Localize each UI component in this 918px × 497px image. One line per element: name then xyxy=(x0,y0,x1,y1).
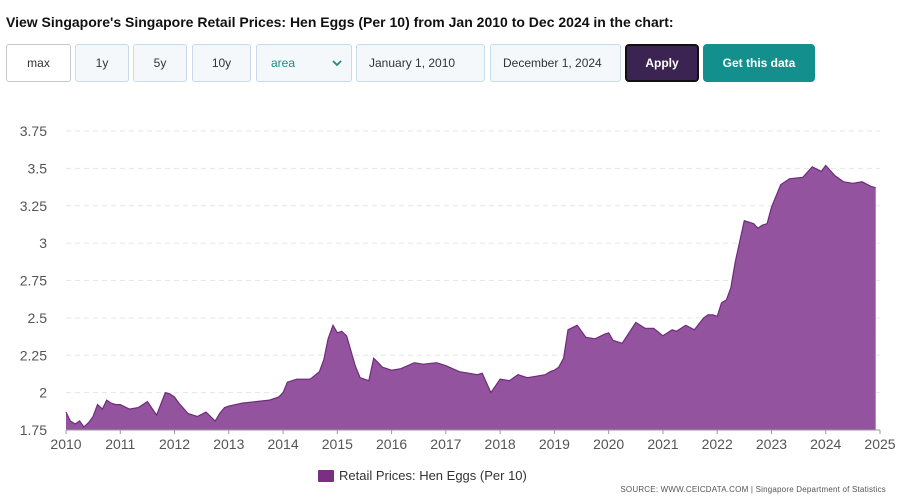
x-tick-label: 2019 xyxy=(539,436,570,452)
x-tick-label: 2010 xyxy=(50,436,81,452)
chart-type-select[interactable]: area xyxy=(256,44,352,82)
apply-button[interactable]: Apply xyxy=(625,44,699,82)
series-area-fill xyxy=(66,165,876,430)
range-10y-button[interactable]: 10y xyxy=(192,44,251,82)
page-heading: View Singapore's Singapore Retail Prices… xyxy=(6,14,674,30)
y-tick-label: 1.75 xyxy=(20,422,47,438)
x-tick-label: 2018 xyxy=(485,436,516,452)
y-axis: 3.75 3.5 3.25 3 2.75 2.5 2.25 2 1.75 xyxy=(20,123,47,438)
legend[interactable]: Retail Prices: Hen Eggs (Per 10) xyxy=(318,468,527,483)
x-tick-label: 2022 xyxy=(702,436,733,452)
x-axis: 2010 2011 2012 2013 2014 2015 2016 2017 2018 2019… xyxy=(50,429,896,452)
legend-swatch xyxy=(318,469,334,482)
y-tick-label: 3.25 xyxy=(20,198,47,214)
get-this-data-button[interactable]: Get this data xyxy=(703,44,815,82)
x-tick-label: 2023 xyxy=(756,436,787,452)
range-1y-button[interactable]: 1y xyxy=(75,44,129,82)
x-tick-label: 2015 xyxy=(322,436,353,452)
y-tick-label: 3.5 xyxy=(28,160,48,176)
legend-label: Retail Prices: Hen Eggs (Per 10) xyxy=(339,468,527,483)
end-date-input[interactable]: December 1, 2024 xyxy=(490,44,621,82)
x-tick-label: 2011 xyxy=(105,436,135,452)
start-date-input[interactable]: January 1, 2010 xyxy=(356,44,485,82)
x-tick-label: 2014 xyxy=(267,436,298,452)
series-area xyxy=(65,164,876,430)
source-note: SOURCE: WWW.CEICDATA.COM | Singapore Dep… xyxy=(620,485,886,494)
x-tick-label: 2017 xyxy=(430,436,461,452)
range-max-button[interactable]: max xyxy=(6,44,71,82)
range-5y-button[interactable]: 5y xyxy=(133,44,187,82)
x-tick-label: 2012 xyxy=(159,436,190,452)
chevron-down-icon xyxy=(332,60,342,67)
x-tick-label: 2013 xyxy=(213,436,244,452)
y-tick-label: 2.5 xyxy=(28,310,48,326)
x-tick-label: 2024 xyxy=(810,436,841,452)
y-tick-label: 3 xyxy=(39,235,47,251)
y-tick-label: 2.75 xyxy=(20,273,47,289)
y-tick-label: 2 xyxy=(39,385,47,401)
x-tick-label: 2021 xyxy=(647,436,678,452)
y-tick-label: 3.75 xyxy=(20,123,47,139)
chart-type-value: area xyxy=(271,56,296,70)
x-tick-label: 2020 xyxy=(593,436,624,452)
series-line xyxy=(65,164,876,428)
y-tick-label: 2.25 xyxy=(20,347,47,363)
x-tick-label: 2025 xyxy=(864,436,895,452)
x-tick-label: 2016 xyxy=(376,436,407,452)
